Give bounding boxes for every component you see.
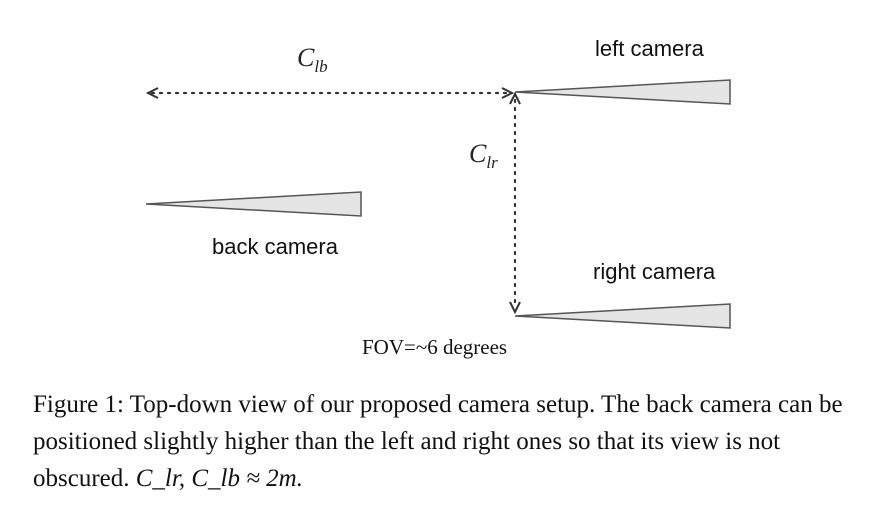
figure-caption: Figure 1: Top-down view of our proposed … <box>33 386 853 497</box>
c-lr-top-arrowhead <box>509 91 521 105</box>
c-lr-main: C <box>469 139 487 168</box>
c-lb-label: Clb <box>297 43 328 76</box>
fov-label: FOV=~6 degrees <box>362 335 507 359</box>
caption-prefix: Figure 1: <box>33 391 124 418</box>
c-lb-left-arrowhead <box>145 87 159 99</box>
right-camera-label: right camera <box>593 259 716 284</box>
right-camera-wedge <box>514 303 731 329</box>
c-lr-sub: lr <box>486 153 498 172</box>
c-lb-sub: lb <box>314 57 327 76</box>
c-lb-main: C <box>297 43 315 72</box>
caption-math: C_lr, C_lb ≈ 2m. <box>135 465 303 492</box>
back-camera-label: back camera <box>212 234 339 259</box>
left-camera-wedge <box>514 79 731 105</box>
camera-setup-diagram: Clb Clr left camera back camera right ca… <box>145 36 731 359</box>
c-lr-bottom-arrowhead <box>509 301 521 315</box>
c-lr-label: Clr <box>469 139 498 172</box>
left-camera-label: left camera <box>595 36 705 61</box>
c-lb-right-arrowhead <box>501 87 515 99</box>
caption-text: Top-down view of our proposed camera set… <box>33 391 843 492</box>
back-camera-wedge <box>145 191 362 217</box>
